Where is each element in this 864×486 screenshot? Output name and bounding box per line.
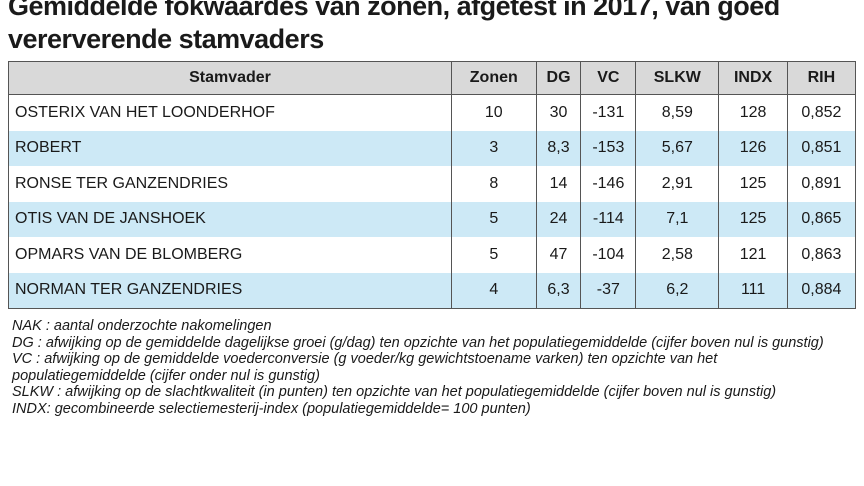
table-cell: 24 [535, 201, 582, 237]
table-body: OSTERIX VAN HET LOONDERHOF 10 30 -131 8,59 12… [8, 94, 857, 309]
header-cell: SLKW [635, 61, 720, 95]
table-cell: 121 [718, 237, 788, 273]
table-cell: 5 [450, 237, 537, 273]
table-row: ROBERT 3 8,3 -153 5,67 126 0,851 [8, 130, 857, 166]
table-cell: NORMAN TER GANZENDRIES [8, 272, 452, 309]
header-cell: VC [580, 61, 637, 95]
table-cell: 5 [450, 201, 537, 237]
table-cell: OPMARS VAN DE BLOMBERG [8, 237, 452, 273]
table-cell: 6,2 [635, 272, 720, 309]
table-cell: -114 [580, 201, 637, 237]
table-cell: -153 [580, 130, 637, 166]
table-cell: OTIS VAN DE JANSHOEK [8, 201, 452, 237]
header-cell: RIH [786, 61, 857, 95]
table-cell: 2,58 [635, 237, 720, 273]
note: DG : afwijking op de gemiddelde dagelijk… [12, 334, 824, 351]
table-cell: 2,91 [635, 166, 720, 202]
table-cell: 30 [535, 94, 582, 131]
table-row: OPMARS VAN DE BLOMBERG 5 47 -104 2,58 121 0,86… [8, 237, 857, 273]
table-cell: 0,851 [786, 130, 857, 166]
table-cell: -37 [580, 272, 637, 309]
notes: NAK : aantal onderzochte nakomelingen DG … [12, 318, 852, 417]
note: SLKW : afwijking op de slachtkwaliteit (… [12, 384, 777, 400]
header-cell: DG [535, 61, 582, 95]
table-cell: ROBERT [8, 130, 452, 166]
table-cell: 8 [450, 166, 537, 202]
table-cell: 14 [535, 166, 582, 202]
table-cell: OSTERIX VAN HET LOONDERHOF [8, 94, 452, 131]
table-cell: 0,852 [786, 94, 857, 131]
table-row: RONSE TER GANZENDRIES 8 14 -146 2,91 125 0,891 [8, 166, 857, 202]
table-row: OSTERIX VAN HET LOONDERHOF 10 30 -131 8,59 12… [8, 94, 857, 131]
table-cell: -146 [580, 166, 637, 202]
table-cell: 10 [450, 94, 537, 131]
note: NAK : aantal onderzochte nakomelingen [12, 318, 272, 334]
table-cell: 125 [718, 166, 788, 202]
header-cell: INDX [718, 61, 788, 95]
title: Gemiddelde fokwaardes van zonen, afgetes… [8, 0, 780, 54]
table-cell: 47 [535, 237, 582, 273]
table: Stamvader Zonen DG VC SLKW INDX RIH OSTERIX VAN… [8, 61, 857, 309]
table-row: NORMAN TER GANZENDRIES 4 6,3 -37 6,2 111 0,884 [8, 272, 857, 309]
table-cell: 0,865 [786, 201, 857, 237]
table-cell: 3 [450, 130, 537, 166]
table-cell: 125 [718, 201, 788, 237]
header-cell: Stamvader [8, 61, 452, 95]
table-cell: 128 [718, 94, 788, 131]
table-cell: 0,884 [786, 272, 857, 309]
table-cell: 6,3 [535, 272, 582, 309]
header-cell: Zonen [450, 61, 537, 95]
table-cell: -131 [580, 94, 637, 131]
table-cell: 111 [718, 272, 788, 309]
table-cell: 0,863 [786, 237, 857, 273]
note: INDX: gecombineerde selectiemesterij-ind… [12, 400, 531, 417]
table-cell: 5,67 [635, 130, 720, 166]
table-cell: 0,891 [786, 166, 857, 202]
table-row: OTIS VAN DE JANSHOEK 5 24 -114 7,1 125 0,865 [8, 201, 857, 237]
header-row: Stamvader Zonen DG VC SLKW INDX RIH [8, 61, 857, 95]
table-cell: 8,59 [635, 94, 720, 131]
table-cell: 7,1 [635, 201, 720, 237]
table-cell: 4 [450, 272, 537, 309]
table-cell: -104 [580, 237, 637, 273]
table-cell: RONSE TER GANZENDRIES [8, 166, 452, 202]
table-cell: 126 [718, 130, 788, 166]
note: VC : afwijking op de gemiddelde voederco… [12, 351, 718, 384]
table-cell: 8,3 [535, 130, 582, 166]
